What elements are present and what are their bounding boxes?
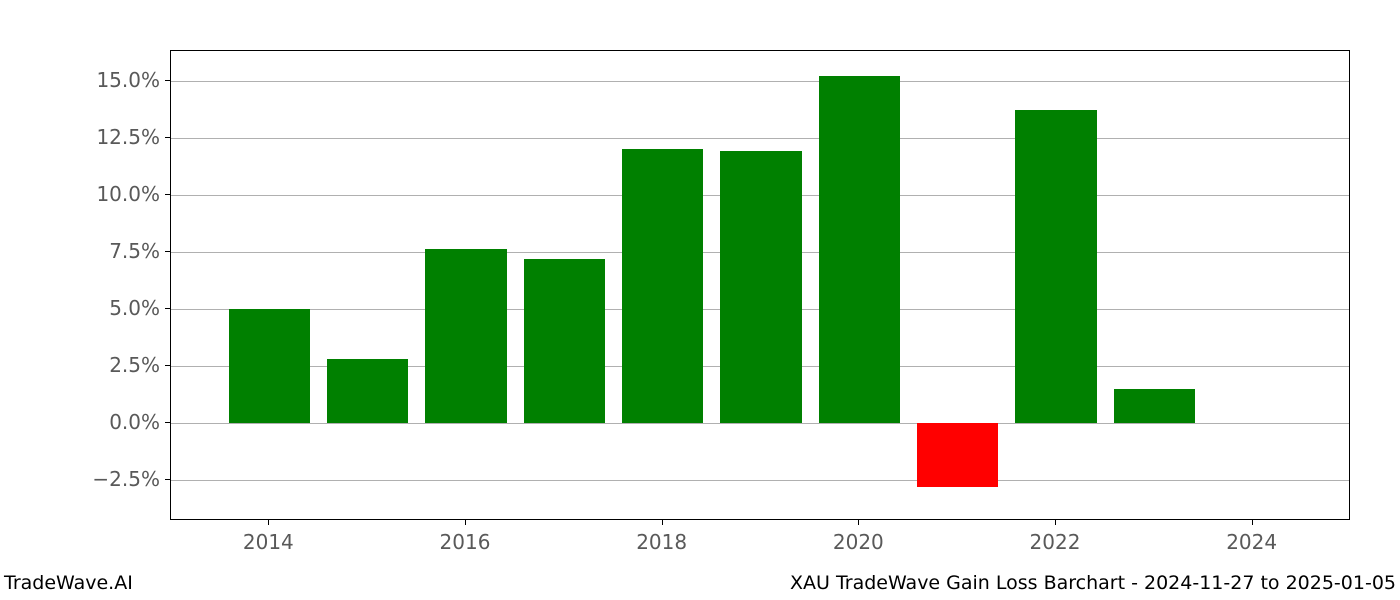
gridline (171, 81, 1349, 82)
y-tick-mark (165, 137, 170, 138)
bar-chart (170, 50, 1350, 520)
y-tick-mark (165, 251, 170, 252)
x-tick-label: 2022 (1030, 530, 1081, 554)
y-tick-mark (165, 308, 170, 309)
gridline (171, 480, 1349, 481)
y-tick-label: 10.0% (96, 182, 160, 206)
gridline (171, 423, 1349, 424)
x-tick-label: 2018 (636, 530, 687, 554)
footer-left-text: TradeWave.AI (4, 572, 133, 594)
y-tick-mark (165, 365, 170, 366)
bar (1114, 389, 1196, 423)
bar (720, 151, 802, 423)
bar (524, 259, 606, 423)
x-tick-label: 2020 (833, 530, 884, 554)
x-tick-mark (1055, 520, 1056, 525)
bar (819, 76, 901, 423)
footer-right-text: XAU TradeWave Gain Loss Barchart - 2024-… (790, 572, 1396, 594)
bar (229, 309, 311, 423)
bar (1015, 110, 1097, 423)
y-tick-mark (165, 422, 170, 423)
x-tick-mark (465, 520, 466, 525)
y-tick-mark (165, 479, 170, 480)
gridline (171, 138, 1349, 139)
y-tick-label: 0.0% (109, 410, 160, 434)
y-tick-label: 15.0% (96, 68, 160, 92)
y-tick-label: 5.0% (109, 296, 160, 320)
y-tick-mark (165, 194, 170, 195)
bar (917, 423, 999, 487)
x-tick-label: 2016 (440, 530, 491, 554)
y-tick-label: 2.5% (109, 353, 160, 377)
x-tick-mark (1252, 520, 1253, 525)
x-tick-label: 2014 (243, 530, 294, 554)
x-tick-mark (662, 520, 663, 525)
y-tick-label: 12.5% (96, 125, 160, 149)
bar (622, 149, 704, 423)
x-tick-label: 2024 (1226, 530, 1277, 554)
bar (425, 249, 507, 422)
y-tick-label: −2.5% (92, 467, 160, 491)
bar (327, 359, 409, 423)
y-tick-mark (165, 80, 170, 81)
y-tick-label: 7.5% (109, 239, 160, 263)
x-tick-mark (858, 520, 859, 525)
plot-area (171, 51, 1349, 519)
x-tick-mark (268, 520, 269, 525)
